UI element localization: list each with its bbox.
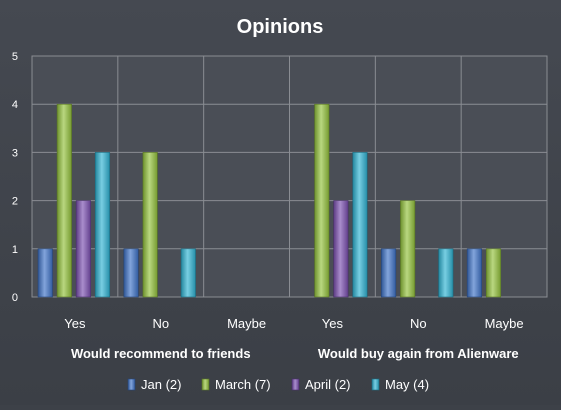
group-label: Would recommend to friends xyxy=(71,346,251,361)
bar-may-4-1 xyxy=(180,248,196,298)
bar-march-7-5 xyxy=(485,248,502,298)
y-tick-label: 3 xyxy=(12,147,18,159)
x-tick-label: Maybe xyxy=(227,316,266,331)
legend-label: March (7) xyxy=(215,377,271,392)
bar-may-4-3 xyxy=(352,152,368,298)
y-tick-label: 1 xyxy=(12,244,18,256)
legend-label: May (4) xyxy=(385,377,429,392)
y-tick-label: 5 xyxy=(12,51,18,63)
bar-jan-2-4 xyxy=(381,248,397,298)
legend: Jan (2) March (7) April (2) May (4) xyxy=(127,377,429,392)
bar-jan-2-5 xyxy=(466,248,482,298)
bar-april-2-0 xyxy=(75,200,91,298)
bar-march-7-4 xyxy=(400,200,416,298)
bar-may-4-4 xyxy=(438,248,454,298)
x-tick-label: Yes xyxy=(322,316,344,331)
x-tick-label: Yes xyxy=(64,316,86,331)
bar-april-2-3 xyxy=(333,200,349,298)
bar-jan-2-1 xyxy=(123,248,139,298)
legend-label: April (2) xyxy=(305,377,351,392)
y-tick-label: 4 xyxy=(12,99,18,111)
legend-swatch xyxy=(371,378,380,391)
y-tick-label: 0 xyxy=(12,292,18,304)
legend-label: Jan (2) xyxy=(141,377,181,392)
x-tick-label: Maybe xyxy=(485,316,524,331)
bar-jan-2-0 xyxy=(37,248,53,298)
legend-swatch xyxy=(291,378,300,391)
x-tick-label: No xyxy=(410,316,427,331)
chart-title: Opinions xyxy=(237,16,324,38)
group-label: Would buy again from Alienware xyxy=(318,346,519,361)
bar-march-7-3 xyxy=(314,103,330,298)
legend-swatch xyxy=(201,378,210,391)
y-tick-label: 2 xyxy=(12,196,18,208)
bar-march-7-0 xyxy=(56,103,72,298)
legend-swatch xyxy=(127,378,136,391)
bar-march-7-1 xyxy=(142,152,158,298)
bar-may-4-0 xyxy=(94,152,111,298)
x-tick-label: No xyxy=(152,316,169,331)
